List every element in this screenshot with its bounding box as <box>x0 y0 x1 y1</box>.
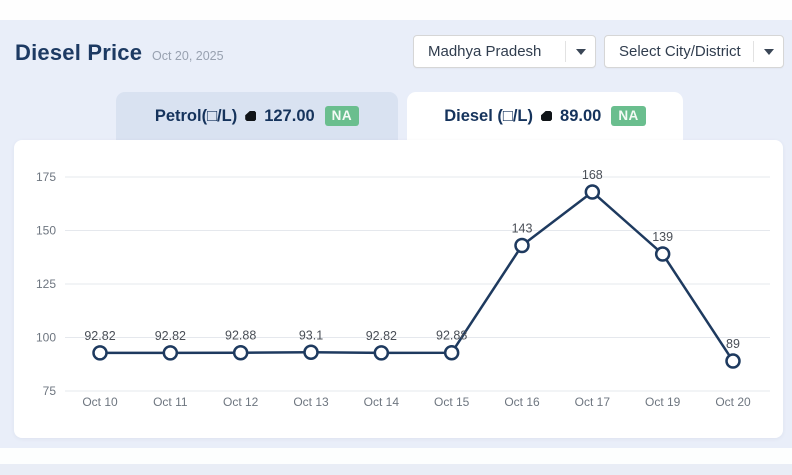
diesel-price-chart: 75 100 125 150 175 Oct 10 92.82 Oct 11 92.82 Oct … <box>36 168 770 409</box>
point-label: 89 <box>726 337 740 351</box>
data-point[interactable] <box>443 344 460 361</box>
city-district-dropdown-value: Select City/District <box>619 43 741 60</box>
data-point[interactable] <box>725 353 741 369</box>
state-dropdown-caret-box <box>565 41 595 62</box>
x-tick-label: Oct 16 <box>504 395 540 409</box>
footer-gray-band <box>0 464 792 475</box>
fuel-pump-icon <box>541 111 553 121</box>
point-label: 93.1 <box>299 328 323 342</box>
top-bar <box>0 0 792 20</box>
data-point[interactable] <box>303 344 319 361</box>
tab-diesel[interactable]: Diesel (□/L) 89.00 NA <box>407 92 683 140</box>
data-point[interactable] <box>373 345 390 361</box>
x-tick-label: Oct 10 <box>82 395 118 409</box>
point-label: 92.82 <box>84 329 115 343</box>
point-label: 92.82 <box>366 329 397 343</box>
data-point[interactable] <box>92 345 108 361</box>
y-tick-label: 150 <box>36 224 56 238</box>
y-tick-label: 175 <box>36 170 56 184</box>
date-label: Oct 20, 2025 <box>152 49 224 63</box>
data-point[interactable] <box>514 237 530 254</box>
x-tick-label: Oct 12 <box>223 395 259 409</box>
x-tick-label: Oct 14 <box>364 395 400 409</box>
x-tick-label: Oct 13 <box>293 395 329 409</box>
x-tick-label: Oct 17 <box>575 395 611 409</box>
petrol-na-badge: NA <box>324 106 360 126</box>
point-label: 139 <box>652 230 673 244</box>
chevron-down-icon <box>575 48 586 55</box>
y-tick-label: 100 <box>36 331 56 345</box>
data-point[interactable] <box>162 345 179 361</box>
point-label: 168 <box>582 168 603 182</box>
chart-card: 75 100 125 150 175 Oct 10 92.82 Oct 11 92.82 Oct … <box>14 140 783 438</box>
page-title: Diesel Price <box>15 40 143 65</box>
y-tick-label: 75 <box>43 384 57 398</box>
petrol-price: 127.00 <box>264 106 315 125</box>
price-line <box>100 190 735 362</box>
chevron-down-icon <box>763 48 774 55</box>
data-point[interactable] <box>232 344 249 361</box>
state-dropdown-value: Madhya Pradesh <box>428 43 542 60</box>
point-label: 92.88 <box>436 329 467 343</box>
point-label: 92.82 <box>155 329 186 343</box>
tab-petrol[interactable]: Petrol(□/L) 127.00 NA <box>116 92 398 140</box>
data-point[interactable] <box>584 184 601 200</box>
diesel-price: 89.00 <box>560 106 602 125</box>
state-dropdown[interactable]: Madhya Pradesh <box>413 35 596 68</box>
y-tick-label: 125 <box>36 277 56 291</box>
city-dropdown-caret-box <box>753 41 783 62</box>
x-tick-label: Oct 15 <box>434 395 470 409</box>
city-district-dropdown[interactable]: Select City/District <box>604 35 784 68</box>
data-point[interactable] <box>654 246 671 262</box>
fuel-pump-icon <box>245 111 257 121</box>
x-tick-label: Oct 19 <box>645 395 681 409</box>
diesel-tab-label: Diesel (□/L) <box>444 106 534 125</box>
footer-white-band <box>0 448 792 464</box>
point-label: 92.88 <box>225 329 256 343</box>
x-tick-label: Oct 11 <box>153 395 188 409</box>
x-tick-label: Oct 20 <box>715 395 751 409</box>
point-label: 143 <box>512 221 533 235</box>
diesel-na-badge: NA <box>611 106 646 126</box>
petrol-tab-label: Petrol(□/L) <box>154 106 238 125</box>
